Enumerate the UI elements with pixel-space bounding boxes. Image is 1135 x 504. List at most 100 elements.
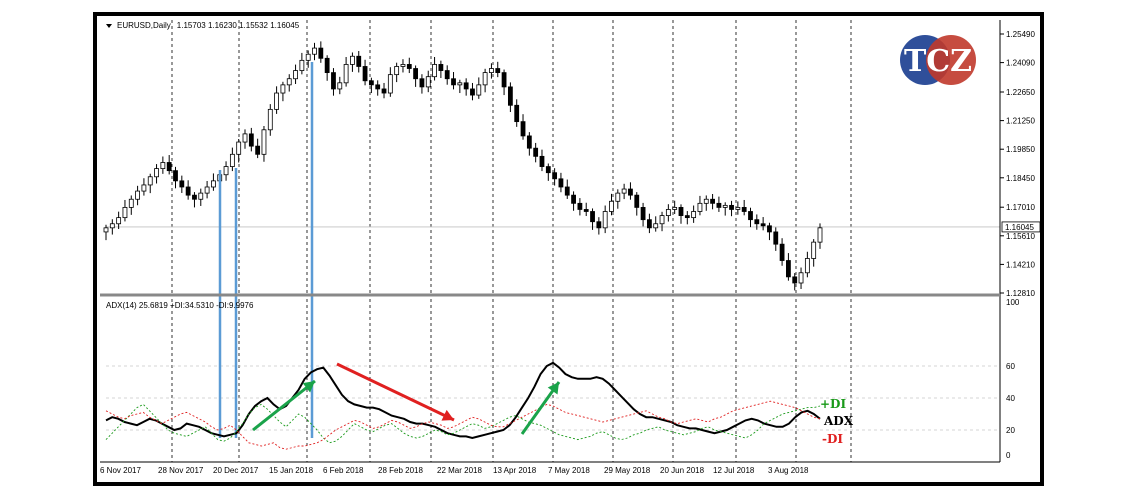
candle-body	[331, 72, 336, 90]
price-tick-label: 1.21250	[1006, 117, 1035, 126]
candle	[173, 166, 178, 189]
candle	[640, 202, 646, 227]
candle-body	[223, 166, 229, 176]
candle-body	[678, 207, 684, 216]
candle	[109, 219, 115, 235]
candle-body	[691, 211, 697, 219]
candle-body	[779, 243, 785, 261]
candle-body	[438, 64, 444, 71]
axes: 1.25490 1.24090 1.22650 1.21250 1.19850 1.184…	[100, 20, 1041, 475]
time-tick-label: 3 Aug 2018	[768, 466, 809, 475]
candle-body	[748, 211, 753, 221]
last-price-box	[1001, 221, 1041, 233]
candle	[754, 214, 760, 230]
time-tick-label: 7 May 2018	[548, 466, 590, 475]
candle	[596, 217, 602, 235]
candle-body	[634, 194, 640, 208]
candle-body	[684, 215, 690, 219]
indicator-tick-label: 60	[1006, 362, 1015, 371]
candle-body	[798, 272, 804, 284]
candle-body	[621, 188, 627, 194]
candle-body	[577, 202, 583, 210]
candle-body	[552, 172, 558, 180]
candle	[381, 82, 387, 99]
candle	[526, 132, 532, 156]
candle	[615, 189, 621, 209]
candle	[356, 51, 362, 73]
indicator-tick-label: 100	[1006, 298, 1020, 307]
candle	[539, 149, 545, 172]
candle	[558, 172, 564, 193]
candle	[299, 52, 305, 75]
candle	[406, 57, 412, 74]
time-tick-label: 28 Feb 2018	[378, 466, 423, 475]
candle	[242, 129, 248, 149]
candle-body	[147, 176, 153, 186]
candle-body	[545, 166, 551, 174]
candle	[798, 267, 804, 289]
time-tick-label: 6 Feb 2018	[323, 466, 364, 475]
candle-body	[722, 204, 728, 208]
candle-body	[135, 190, 140, 200]
candle	[324, 55, 330, 81]
candle-body	[773, 231, 779, 245]
logo-text: TCZ	[904, 44, 972, 79]
candle	[305, 50, 311, 68]
chevron-down-icon[interactable]	[106, 24, 112, 28]
candle	[741, 199, 747, 216]
indicator-tick-label: 0	[1006, 451, 1011, 460]
candle-body	[274, 92, 280, 110]
candle	[400, 59, 406, 73]
candle	[413, 65, 419, 87]
candle	[147, 173, 153, 194]
candle	[387, 67, 393, 97]
up-arrow-1-head	[302, 381, 315, 393]
candle	[684, 211, 690, 225]
candle	[274, 86, 280, 114]
candle	[748, 207, 753, 228]
candle-body	[729, 204, 734, 210]
candle	[141, 178, 147, 196]
time-tick-label: 20 Dec 2017	[213, 466, 259, 475]
candle	[350, 52, 355, 72]
candle	[432, 56, 437, 81]
candle-body	[312, 47, 317, 55]
down-arrow-shaft	[336, 362, 455, 422]
candle-body	[179, 180, 185, 188]
time-tick-label: 6 Nov 2017	[100, 466, 141, 475]
candle-body	[564, 186, 570, 196]
candle-body	[122, 207, 128, 219]
candle-body	[526, 135, 532, 149]
candle-body	[539, 155, 545, 167]
candle	[779, 238, 785, 266]
candle	[248, 127, 254, 152]
candle	[438, 60, 444, 79]
candle	[552, 168, 558, 186]
time-tick-label: 29 May 2018	[604, 466, 651, 475]
candle	[444, 65, 450, 85]
candle-body	[286, 78, 292, 86]
candle-body	[646, 219, 652, 229]
time-tick-label: 13 Apr 2018	[493, 466, 537, 475]
candle	[293, 64, 298, 84]
candle	[760, 217, 766, 231]
candle-body	[754, 219, 760, 225]
candle-body	[489, 68, 494, 74]
candle-body	[653, 223, 659, 229]
candle	[545, 163, 551, 181]
grid	[106, 20, 1000, 462]
candle	[773, 227, 779, 251]
candle-body	[470, 88, 475, 96]
price-tick-label: 1.19850	[1006, 145, 1035, 154]
candle	[463, 78, 469, 96]
minus-di-label: -DI	[822, 432, 843, 446]
plus-di-line	[105, 403, 821, 444]
candle	[672, 200, 678, 214]
candle	[691, 205, 697, 223]
candle	[185, 180, 191, 200]
candle-body	[350, 55, 355, 65]
candle-body	[261, 129, 267, 155]
candle	[368, 77, 374, 94]
candle-body	[394, 66, 400, 76]
